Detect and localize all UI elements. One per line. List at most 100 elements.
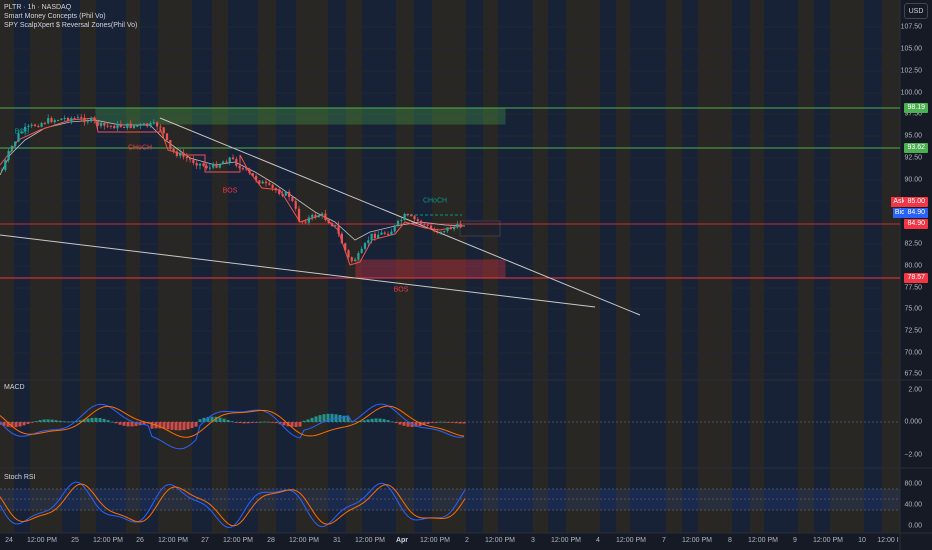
candle-body: [195, 163, 198, 166]
macd-histogram-bar: [130, 422, 134, 427]
candle-body: [248, 169, 251, 174]
macd-histogram-bar: [10, 422, 14, 428]
stoch-d-line: [0, 483, 466, 527]
macd-histogram-bar: [406, 422, 410, 427]
time-tick: 25: [71, 537, 79, 544]
macd-histogram-bar: [134, 422, 138, 426]
candle-body: [169, 139, 172, 149]
candle-body: [337, 225, 340, 234]
macd-histogram-bar: [458, 422, 462, 424]
macd-histogram-bar: [190, 422, 194, 429]
macd-histogram-bar: [270, 422, 274, 423]
candle-body: [7, 150, 10, 161]
time-tick: 10: [858, 537, 866, 544]
candle-body: [453, 227, 456, 230]
candle-body: [443, 231, 446, 233]
time-tick: 12:00 PM: [355, 537, 385, 544]
candle-body: [57, 120, 60, 122]
candle-body: [225, 161, 228, 163]
macd-histogram-bar: [362, 420, 366, 422]
time-tick: 12:00 PM: [485, 537, 515, 544]
candle-body: [396, 220, 400, 226]
macd-histogram-bar: [382, 419, 386, 422]
macd-tick: −2.00: [904, 451, 922, 459]
candle-body: [70, 118, 73, 121]
candle-body: [109, 125, 112, 127]
macd-histogram-bar: [26, 422, 30, 424]
time-tick: 31: [333, 537, 341, 544]
stoch-pane-label[interactable]: Stoch RSI: [4, 474, 36, 481]
macd-histogram-bar: [386, 420, 390, 422]
time-tick: 12:00 PM: [551, 537, 581, 544]
candle-body: [360, 248, 363, 254]
macd-histogram-bar: [70, 421, 74, 423]
time-tick: 12:00 PM: [93, 537, 123, 544]
macd-histogram-bar: [318, 415, 322, 422]
macd-histogram-bar: [258, 421, 262, 423]
indicator-scalpxpert[interactable]: SPY ScalpXpert $ Reversal Zones(Phil Vo): [4, 22, 138, 29]
macd-histogram-bar: [22, 422, 26, 426]
candle-body: [162, 127, 165, 134]
candle-body: [383, 232, 386, 234]
macd-pane-label[interactable]: MACD: [4, 384, 25, 391]
candle-body: [37, 126, 40, 128]
macd-histogram-bar: [182, 422, 186, 431]
macd-histogram-bar: [322, 414, 326, 422]
macd-histogram-bar: [262, 421, 266, 423]
candle-body: [40, 123, 43, 127]
currency-button[interactable]: USD: [904, 3, 928, 19]
macd-histogram-bar: [354, 421, 358, 423]
macd-histogram-bar: [282, 422, 286, 426]
candle-body: [60, 118, 63, 121]
stoch-band: [0, 489, 900, 510]
macd-histogram-bar: [86, 418, 90, 422]
macd-histogram-bar: [170, 422, 174, 430]
candle-body: [185, 156, 188, 159]
signal-line: [0, 405, 465, 438]
candle-body: [321, 213, 324, 216]
candle-body: [436, 231, 439, 233]
macd-histogram-bar: [434, 422, 438, 423]
price-tick: 105.00: [900, 45, 922, 53]
candle-body: [136, 125, 139, 127]
macd-histogram-bar: [94, 417, 98, 422]
candle-body: [93, 117, 96, 121]
macd-histogram-bar: [446, 422, 450, 423]
candle-body: [258, 180, 261, 184]
candle-body: [363, 243, 367, 249]
stoch-tick: 40.00: [904, 501, 922, 509]
macd-histogram-bar: [450, 422, 454, 423]
candle-body: [294, 200, 297, 209]
macd-histogram-bar: [462, 422, 466, 424]
indicator-smc[interactable]: Smart Money Concepts (Phil Vo): [4, 13, 106, 20]
bos-label-left: BOS: [14, 128, 30, 136]
time-tick: 8: [728, 537, 732, 544]
candle-body: [350, 257, 353, 262]
price-tick: 75.00: [904, 305, 922, 313]
symbol-legend[interactable]: PLTR · 1h · NASDAQ Smart Money Concepts …: [4, 3, 137, 30]
macd-histogram-bar: [38, 420, 42, 422]
candle-body: [235, 158, 238, 166]
candle-body: [370, 233, 373, 241]
candle-body: [116, 123, 119, 129]
candle-body: [132, 125, 136, 128]
macd-histogram-bar: [454, 422, 458, 424]
macd-histogram-bar: [226, 419, 230, 422]
candle-body: [413, 216, 416, 220]
candle-body: [459, 223, 462, 228]
price-tick: 77.50: [904, 284, 922, 292]
candle-body: [271, 184, 274, 189]
macd-histogram-bar: [210, 416, 214, 422]
time-tick: 7: [662, 537, 666, 544]
candle-body: [281, 194, 284, 196]
candle-body: [83, 117, 86, 123]
macd-histogram-bar: [14, 422, 18, 428]
macd-histogram-bar: [246, 422, 250, 424]
candle-body: [291, 196, 294, 201]
macd-histogram-bar: [422, 422, 426, 426]
candle-body: [215, 163, 218, 168]
time-tick: 9: [793, 537, 797, 544]
macd-histogram-bar: [158, 422, 162, 429]
